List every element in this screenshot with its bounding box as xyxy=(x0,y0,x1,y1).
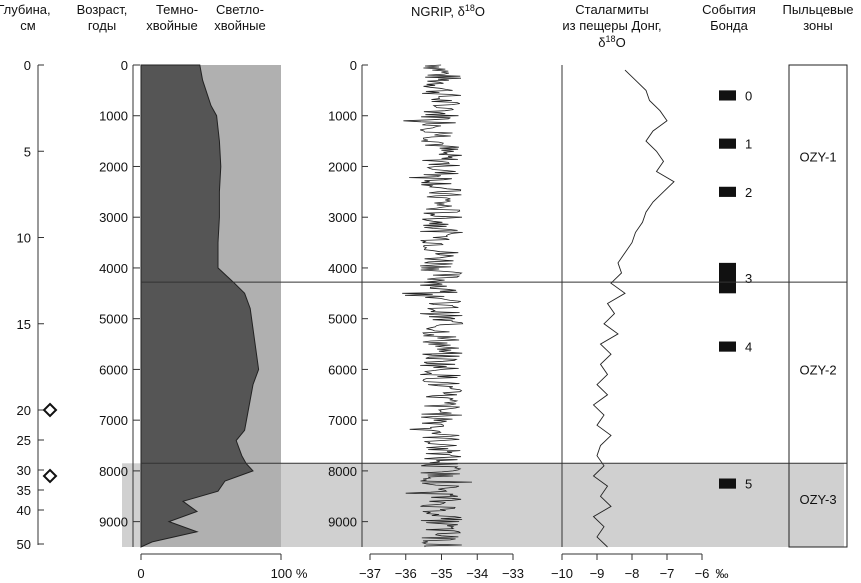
pollen-zones-panel: OZY-1 OZY-2 OZY-3 xyxy=(788,64,848,548)
ngrip-x-tick-label: −37 xyxy=(359,566,381,581)
depth-tick-label: 5 xyxy=(24,144,31,159)
zone-boundary-lines xyxy=(141,281,847,464)
depth-tick-label: 0 xyxy=(24,58,31,73)
dong-x-tick-label: −8 xyxy=(625,566,640,581)
depth-tick-label: 10 xyxy=(17,231,31,246)
header-ngrip-tail: O xyxy=(475,4,485,19)
header-bond-line1: События xyxy=(702,2,756,17)
dated-sample-marker xyxy=(42,402,58,418)
bond-event-label: 4 xyxy=(745,340,752,355)
bond-event-bar xyxy=(719,478,736,489)
bond-event-label: 5 xyxy=(745,477,752,492)
ngrip-panel: 0 1000 2000 3000 4000 5000 6000 7000 8000 9000 −37… xyxy=(328,58,524,581)
header-depth-line1: Глубина, xyxy=(0,2,51,17)
header-light-line2: хвойные xyxy=(214,18,266,33)
dong-x-unit: ‰ xyxy=(716,566,729,581)
dong-x-tick-label: −10 xyxy=(551,566,573,581)
dong-x-tick-label: −7 xyxy=(660,566,675,581)
header-light-line1: Светло- xyxy=(216,2,264,17)
depth-tick-label: 40 xyxy=(17,503,31,518)
depth-tick-label: 15 xyxy=(17,317,31,332)
ngrip-series-line xyxy=(402,64,473,548)
header-ngrip-main: NGRIP, δ xyxy=(411,4,465,19)
ngrip-age-tick-label: 9000 xyxy=(328,515,357,530)
header-pollen-line1: Пыльцевые xyxy=(782,2,853,17)
depth-tick-label: 25 xyxy=(17,433,31,448)
age-tick-label: 0 xyxy=(121,58,128,73)
bond-event-bar xyxy=(719,138,736,149)
column-headers: Глубина, см Возраст, годы Темно- хвойные… xyxy=(0,2,854,50)
ngrip-age-tick-label: 6000 xyxy=(328,362,357,377)
pollen-zone-label: OZY-3 xyxy=(799,492,836,507)
header-dark-line2: хвойные xyxy=(146,18,198,33)
bond-event-bar xyxy=(719,341,736,352)
header-age-line1: Возраст, xyxy=(77,2,128,17)
age-tick-label: 7000 xyxy=(99,413,128,428)
age-tick-label: 9000 xyxy=(99,515,128,530)
ngrip-age-tick-label: 1000 xyxy=(328,109,357,124)
bond-event-bar xyxy=(719,90,736,101)
pollen-x-label: 0 xyxy=(137,566,144,581)
age-tick-label: 5000 xyxy=(99,312,128,327)
pollen-zone-label: OZY-2 xyxy=(799,362,836,377)
age-tick-label: 2000 xyxy=(99,159,128,174)
ngrip-age-tick-label: 0 xyxy=(350,58,357,73)
dong-series-line xyxy=(592,69,675,548)
ngrip-age-tick-label: 7000 xyxy=(328,413,357,428)
ngrip-x-tick-label: −36 xyxy=(395,566,417,581)
age-tick-label: 8000 xyxy=(99,464,128,479)
header-pollen-line2: зоны xyxy=(803,18,833,33)
ngrip-x-tick-label: −34 xyxy=(466,566,488,581)
bond-event-bar xyxy=(719,262,736,294)
depth-tick-label: 30 xyxy=(17,463,31,478)
header-dong-line3: δ18O xyxy=(598,34,625,50)
header-dong-line1: Сталагмиты xyxy=(575,2,648,17)
bond-event-label: 3 xyxy=(745,271,752,286)
ngrip-x-tick-label: −33 xyxy=(502,566,524,581)
ngrip-age-tick-label: 2000 xyxy=(328,159,357,174)
header-age-line2: годы xyxy=(88,18,116,33)
depth-tick-label: 35 xyxy=(17,483,31,498)
header-depth-line2: см xyxy=(20,18,36,33)
header-bond-line2: Бонда xyxy=(710,18,749,33)
header-dong-tail: O xyxy=(616,35,626,50)
header-dong-sup: 18 xyxy=(606,34,616,44)
age-tick-label: 6000 xyxy=(99,362,128,377)
pollen-zones-frame xyxy=(788,64,848,548)
header-ngrip-sup: 18 xyxy=(465,3,475,13)
dated-sample-marker xyxy=(42,468,58,484)
dong-x-tick-label: −6 xyxy=(695,566,710,581)
pollen-zone-label: OZY-1 xyxy=(799,149,836,164)
depth-axis: 0 5 10 15 20 25 30 35 40 50 xyxy=(17,58,58,552)
depth-tick-label: 20 xyxy=(17,403,31,418)
header-dong-d: δ xyxy=(598,35,605,50)
ngrip-age-tick-label: 3000 xyxy=(328,210,357,225)
age-tick-label: 3000 xyxy=(99,210,128,225)
dong-x-tick-label: −9 xyxy=(590,566,605,581)
bond-event-bar xyxy=(719,186,736,197)
pollen-conifers-panel: 0 1000 2000 3000 4000 5000 6000 7000 8000 9000 0 10… xyxy=(99,58,308,581)
header-ngrip: NGRIP, δ18O xyxy=(411,3,485,19)
ngrip-age-tick-label: 4000 xyxy=(328,261,357,276)
ngrip-age-tick-label: 8000 xyxy=(328,464,357,479)
age-tick-label: 4000 xyxy=(99,261,128,276)
ngrip-x-tick-label: −35 xyxy=(430,566,452,581)
bond-events-panel: 0 1 2 3 4 5 xyxy=(719,88,752,492)
bond-event-label: 1 xyxy=(745,137,752,152)
age-tick-label: 1000 xyxy=(99,109,128,124)
bond-event-label: 2 xyxy=(745,185,752,200)
bond-event-label: 0 xyxy=(745,88,752,103)
dong-panel: −10 −9 −8 −7 −6 ‰ xyxy=(551,65,729,581)
header-dark-line1: Темно- xyxy=(156,2,198,17)
pollen-x-label: 100 % xyxy=(271,566,308,581)
depth-tick-label: 50 xyxy=(17,537,31,552)
ngrip-age-tick-label: 5000 xyxy=(328,312,357,327)
dark-conifer-area xyxy=(140,64,260,548)
header-dong-line2: из пещеры Донг, xyxy=(562,18,661,33)
